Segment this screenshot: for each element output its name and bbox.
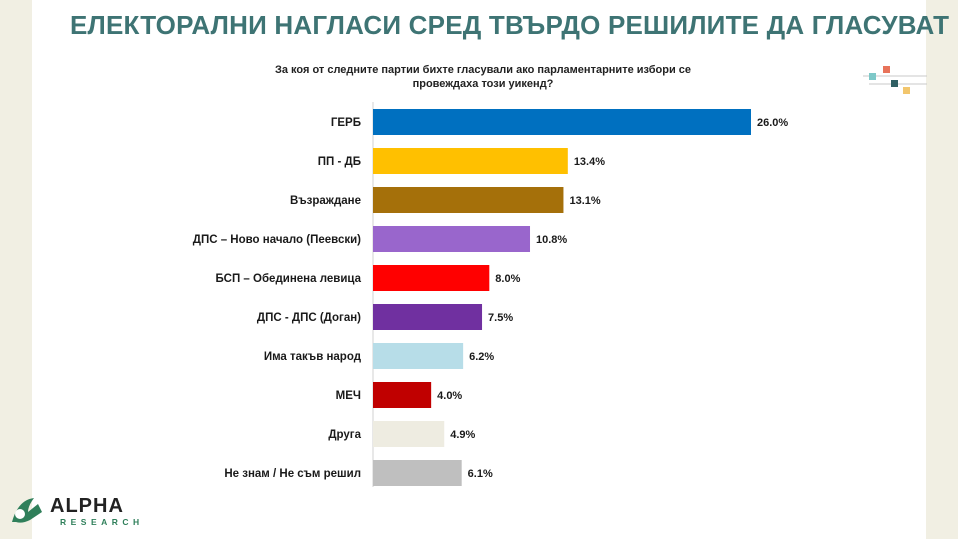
- decorative-squares: [863, 66, 927, 94]
- data-label: 26.0%: [757, 117, 788, 129]
- bar: [373, 343, 464, 369]
- bar: [373, 226, 531, 252]
- page-title: ЕЛЕКТОРАЛНИ НАГЛАСИ СРЕД ТВЪРДО РЕШИЛИТЕ…: [70, 10, 950, 40]
- chart-title: За коя от следните партии бихте гласувал…: [274, 64, 692, 90]
- bar: [373, 460, 462, 486]
- data-label: 13.1%: [569, 195, 600, 207]
- bar: [373, 421, 445, 447]
- data-label: 10.8%: [536, 234, 567, 246]
- data-label: 7.5%: [488, 312, 513, 324]
- right-border-strip: [926, 0, 958, 539]
- bar: [373, 148, 568, 174]
- alpha-logo-icon: [12, 498, 42, 523]
- bar: [373, 109, 751, 135]
- data-label: 13.4%: [574, 156, 605, 168]
- category-label: ДПС - ДПС (Доган): [257, 312, 361, 324]
- category-label: БСП – Обединена левица: [216, 273, 362, 285]
- bar: [373, 382, 432, 408]
- category-label: ПП - ДБ: [318, 156, 361, 168]
- category-label: Не знам / Не съм решил: [224, 468, 361, 480]
- data-label: 4.0%: [437, 390, 462, 402]
- alpha-research-logo: ALPHA RESEARCH: [8, 492, 158, 532]
- category-label: Възраждане: [290, 195, 361, 207]
- bar: [373, 265, 490, 291]
- category-label: Има такъв народ: [264, 351, 362, 363]
- category-label: ГЕРБ: [331, 117, 361, 129]
- category-label: МЕЧ: [336, 390, 361, 402]
- logo-subtext: RESEARCH: [60, 517, 144, 527]
- bar: [373, 304, 483, 330]
- bar: [373, 187, 564, 213]
- left-border-strip: [0, 0, 32, 539]
- data-label: 6.1%: [468, 468, 493, 480]
- data-label: 4.9%: [450, 429, 475, 441]
- category-label: Друга: [328, 429, 361, 441]
- data-label: 8.0%: [495, 273, 520, 285]
- data-label: 6.2%: [469, 351, 494, 363]
- category-label: ДПС – Ново начало (Пеевски): [193, 234, 361, 246]
- logo-text: ALPHA: [50, 495, 124, 517]
